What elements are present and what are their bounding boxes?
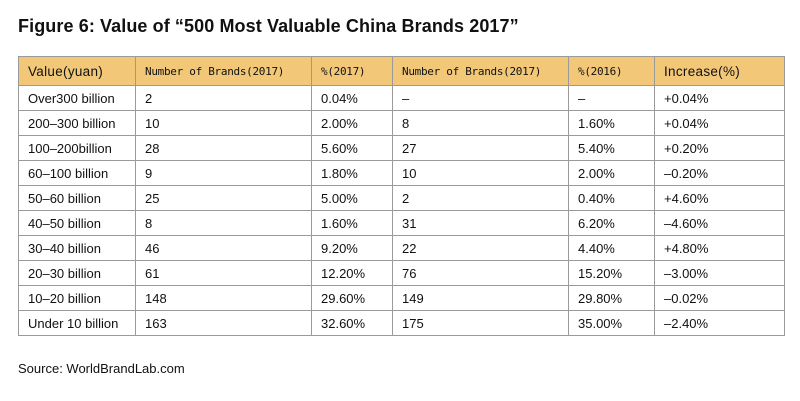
table-cell: 15.20% xyxy=(568,260,655,286)
table-cell: 22 xyxy=(392,235,569,261)
table-cell: 25 xyxy=(135,185,312,211)
table-cell: 2.00% xyxy=(311,110,393,136)
table-cell: 40–50 billion xyxy=(18,210,136,236)
table-cell: 20–30 billion xyxy=(18,260,136,286)
table-cell: 60–100 billion xyxy=(18,160,136,186)
table-cell: 4.40% xyxy=(568,235,655,261)
table-row: Under 10 billion 163 32.60% 175 35.00% –… xyxy=(18,310,785,336)
header-row: Value(yuan) Number of Brands(2017) %(201… xyxy=(18,56,785,86)
table-cell: 50–60 billion xyxy=(18,185,136,211)
table-cell: 1.80% xyxy=(311,160,393,186)
table-cell: 28 xyxy=(135,135,312,161)
table-cell: 0.04% xyxy=(311,85,393,111)
figure-title: Figure 6: Value of “500 Most Valuable Ch… xyxy=(18,16,519,36)
table-cell: 61 xyxy=(135,260,312,286)
table-cell: 9.20% xyxy=(311,235,393,261)
table-cell: 31 xyxy=(392,210,569,236)
table-cell: 0.40% xyxy=(568,185,655,211)
table-cell: 6.20% xyxy=(568,210,655,236)
table-cell: –4.60% xyxy=(654,210,785,236)
table-cell: 148 xyxy=(135,285,312,311)
table-cell: 29.80% xyxy=(568,285,655,311)
table-cell: +4.60% xyxy=(654,185,785,211)
table-cell: 8 xyxy=(135,210,312,236)
table-cell: 10 xyxy=(135,110,312,136)
table-body: Over300 billion 2 0.04% – – +0.04% 200–3… xyxy=(18,85,785,336)
table-cell: 9 xyxy=(135,160,312,186)
table-cell: 32.60% xyxy=(311,310,393,336)
table-row: 100–200billion 28 5.60% 27 5.40% +0.20% xyxy=(18,135,785,161)
table-cell: 200–300 billion xyxy=(18,110,136,136)
table-cell: –3.00% xyxy=(654,260,785,286)
table-cell: –0.02% xyxy=(654,285,785,311)
table-cell: 35.00% xyxy=(568,310,655,336)
table-row: Over300 billion 2 0.04% – – +0.04% xyxy=(18,85,785,111)
header-increase: Increase(%) xyxy=(654,56,785,86)
table-row: 20–30 billion 61 12.20% 76 15.20% –3.00% xyxy=(18,260,785,286)
header-number-of-brands-2017: Number of Brands(2017) xyxy=(135,56,312,86)
header-percent-2017: %(2017) xyxy=(311,56,393,86)
table-cell: +0.04% xyxy=(654,85,785,111)
table-cell: 2 xyxy=(392,185,569,211)
table-cell: –0.20% xyxy=(654,160,785,186)
table-cell: +0.04% xyxy=(654,110,785,136)
table-cell: 5.00% xyxy=(311,185,393,211)
source-note: Source: WorldBrandLab.com xyxy=(18,361,185,376)
table-cell: 76 xyxy=(392,260,569,286)
table-cell: 5.60% xyxy=(311,135,393,161)
table-cell: Over300 billion xyxy=(18,85,136,111)
table-cell: 29.60% xyxy=(311,285,393,311)
table-cell: 2 xyxy=(135,85,312,111)
table-cell: Under 10 billion xyxy=(18,310,136,336)
table-cell: 10–20 billion xyxy=(18,285,136,311)
header-value-yuan: Value(yuan) xyxy=(18,56,136,86)
table-cell: 175 xyxy=(392,310,569,336)
table-cell: 46 xyxy=(135,235,312,261)
table-row: 200–300 billion 10 2.00% 8 1.60% +0.04% xyxy=(18,110,785,136)
table-row: 30–40 billion 46 9.20% 22 4.40% +4.80% xyxy=(18,235,785,261)
table-cell: 27 xyxy=(392,135,569,161)
table-cell: 10 xyxy=(392,160,569,186)
table-cell: 12.20% xyxy=(311,260,393,286)
table-row: 40–50 billion 8 1.60% 31 6.20% –4.60% xyxy=(18,210,785,236)
table-cell: – xyxy=(392,85,569,111)
table-header: Value(yuan) Number of Brands(2017) %(201… xyxy=(18,56,785,86)
table-cell: 8 xyxy=(392,110,569,136)
table-cell: –2.40% xyxy=(654,310,785,336)
table-cell: 100–200billion xyxy=(18,135,136,161)
table-cell: 1.60% xyxy=(568,110,655,136)
table-cell: – xyxy=(568,85,655,111)
header-percent-2016: %(2016) xyxy=(568,56,655,86)
table-cell: +4.80% xyxy=(654,235,785,261)
brand-value-table: Value(yuan) Number of Brands(2017) %(201… xyxy=(18,56,785,336)
table-row: 10–20 billion 148 29.60% 149 29.80% –0.0… xyxy=(18,285,785,311)
table-cell: 2.00% xyxy=(568,160,655,186)
table-cell: 30–40 billion xyxy=(18,235,136,261)
table-row: 50–60 billion 25 5.00% 2 0.40% +4.60% xyxy=(18,185,785,211)
table-row: 60–100 billion 9 1.80% 10 2.00% –0.20% xyxy=(18,160,785,186)
table-cell: 1.60% xyxy=(311,210,393,236)
table-cell: 163 xyxy=(135,310,312,336)
table-cell: 5.40% xyxy=(568,135,655,161)
table-cell: +0.20% xyxy=(654,135,785,161)
header-number-of-brands-2016-column: Number of Brands(2017) xyxy=(392,56,569,86)
table-cell: 149 xyxy=(392,285,569,311)
